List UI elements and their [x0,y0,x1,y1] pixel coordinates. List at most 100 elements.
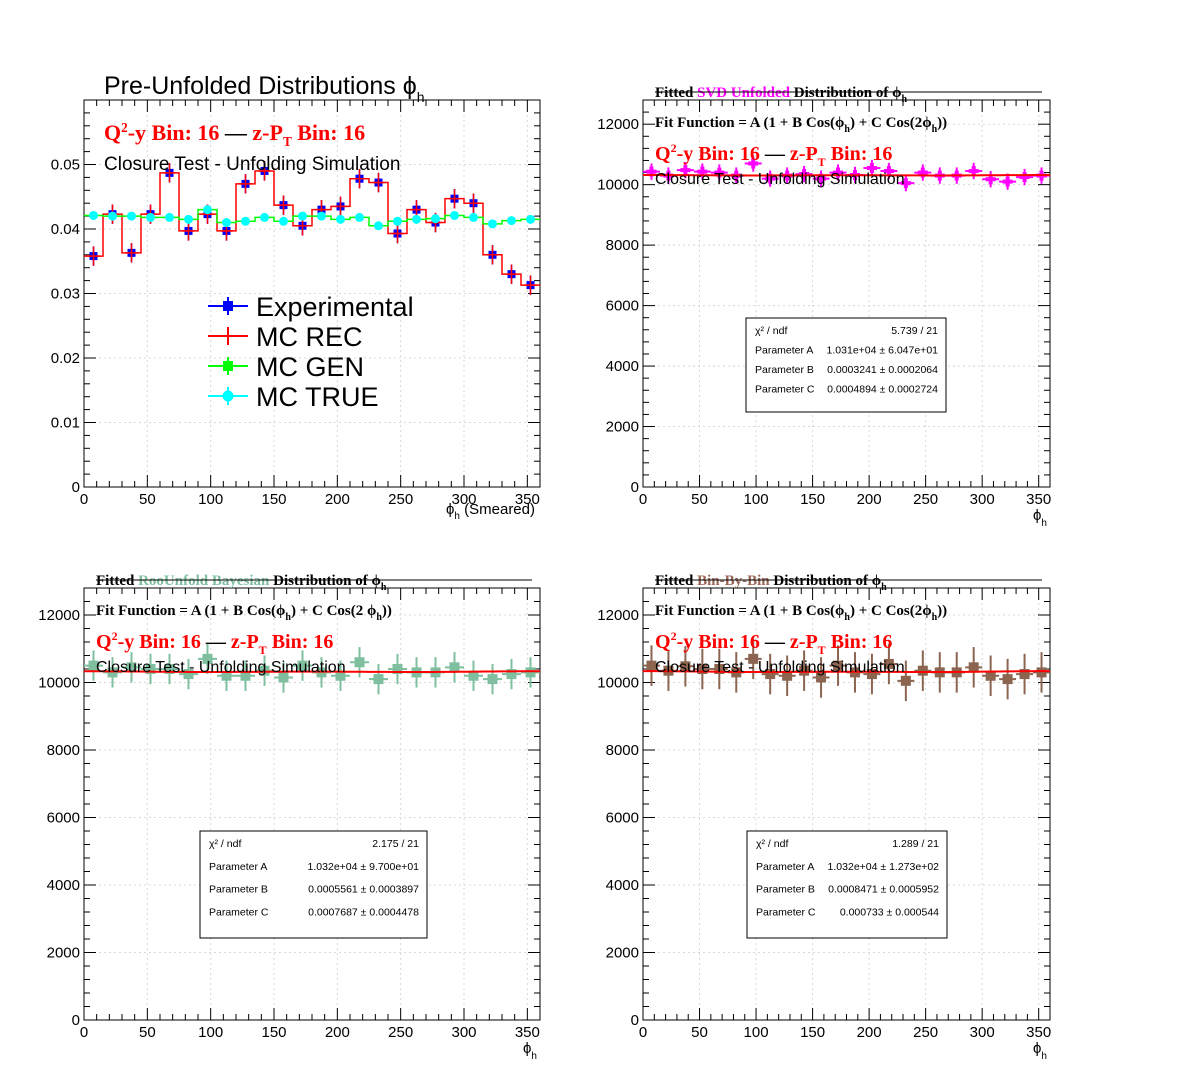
x-tick-label: 150 [800,491,825,508]
y-tick-label: 8000 [47,742,80,759]
data-point [164,664,175,674]
y-tick-label: 2000 [606,419,639,436]
x-tick-label: 100 [744,491,769,508]
data-point [431,214,440,224]
data-point [468,670,479,681]
bin-label-part: — [205,631,227,653]
x-axis-label-part: (Smeared) [460,501,535,518]
data-point [127,211,136,221]
closure-text: Closure Test - Unfolding Simulation [655,171,905,188]
data-point [748,653,759,664]
x-tick-label: 0 [639,1024,647,1041]
stats-label: χ² / ndf [209,838,241,850]
x-tick-label: 300 [451,1024,476,1041]
y-tick-label: 0 [631,1012,639,1029]
data-point [392,664,403,674]
data-point [487,674,498,685]
y-tick-label: 12000 [597,116,639,133]
x-tick-label: 350 [1026,491,1051,508]
data-point [279,216,288,226]
chart-title-part: Bin-By-Bin [697,573,770,589]
stats-value: 0.0004894 ± 0.0002724 [827,384,938,396]
y-tick-label: 8000 [606,237,639,254]
stats-label: χ² / ndf [756,838,788,850]
chart-title-part: h [417,89,425,105]
x-axis-label-part: h [454,511,460,522]
x-tick-label: 0 [80,1024,88,1041]
data-point [374,221,383,231]
y-tick-label: 10000 [597,177,639,194]
bin-label-part: T [818,155,826,169]
x-axis-label-part: h [1041,518,1047,529]
data-point [866,669,877,680]
data-point [373,674,384,685]
data-point [1019,669,1030,680]
bin-label-part: Q [104,120,121,145]
y-tick-label: 0 [72,479,80,496]
data-point [900,675,911,686]
chart-title-part: Distribution of ϕ [790,85,901,101]
chart-title-part: Pre-Unfolded Distributions ϕ [104,72,417,100]
data-point [393,216,402,226]
data-point [697,664,708,674]
bin-label: Q2-y Bin: 16 — z-PT Bin: 16 [96,629,333,657]
x-tick-label: 200 [325,491,350,508]
bin-label-part: 2 [671,629,677,643]
legend-marker [223,361,233,371]
data-point [526,214,535,224]
y-tick-label: 2000 [47,945,80,962]
y-tick-label: 0.02 [51,350,80,367]
x-tick-label: 300 [970,1024,995,1041]
fit-function-part: ) + C Cos(2ϕ [850,115,932,131]
fit-function-part: h [285,612,291,623]
x-axis-label: ϕh [523,1040,537,1062]
data-point [799,665,810,676]
fit-function-part: Fit Function = A (1 + B Cos(ϕ [655,115,844,131]
fit-function-part: h [844,612,850,623]
y-tick-label: 0.05 [51,157,80,174]
data-point [221,670,232,681]
bin-label-part: Bin: 16 [267,631,334,653]
x-tick-label: 50 [139,1024,156,1041]
stats-value: 0.0005561 ± 0.0003897 [308,884,419,896]
x-tick-label: 100 [198,491,223,508]
x-tick-label: 200 [325,1024,350,1041]
legend-marker [222,390,234,402]
chart-title: Pre-Unfolded Distributions ϕh [104,72,425,105]
bin-label-part: -y Bin: 16 [677,631,760,653]
stats-label: Parameter C [756,906,816,918]
stats-label: Parameter C [755,384,815,396]
chart-title-part: h [901,94,907,105]
fit-curve [642,670,1051,673]
bin-label-part: — [224,120,248,145]
data-point [146,212,155,222]
bin-label-part: z-P [790,143,818,165]
data-point [507,216,516,226]
x-axis-label-part: ϕ [1033,507,1041,524]
fit-function-part: )) [382,603,392,619]
data-point [89,210,98,220]
data-point [165,212,174,222]
x-tick-label: 300 [451,491,476,508]
series-mc-true [89,205,535,231]
x-axis-label-part: ϕ [1033,1040,1041,1057]
stats-value: 0.0008471 ± 0.0005952 [828,884,939,896]
data-point [241,216,250,226]
fit-function-part: ) + C Cos(2 ϕ [291,603,376,619]
x-tick-label: 350 [515,1024,540,1041]
x-tick-label: 250 [913,491,938,508]
x-tick-label: 150 [261,1024,286,1041]
data-point [278,672,289,683]
chart-title-part: Fitted [655,573,697,589]
bin-label-part: -y Bin: 16 [128,120,220,145]
y-tick-label: 4000 [47,877,80,894]
stats-value: 0.0007687 ± 0.0004478 [308,906,419,918]
stats-label: Parameter A [755,345,813,357]
data-point [354,657,365,668]
data-point [355,212,364,222]
x-tick-label: 50 [139,491,156,508]
series-unfolded [643,638,1050,702]
y-tick-label: 6000 [47,810,80,827]
y-tick-label: 0.03 [51,286,80,303]
